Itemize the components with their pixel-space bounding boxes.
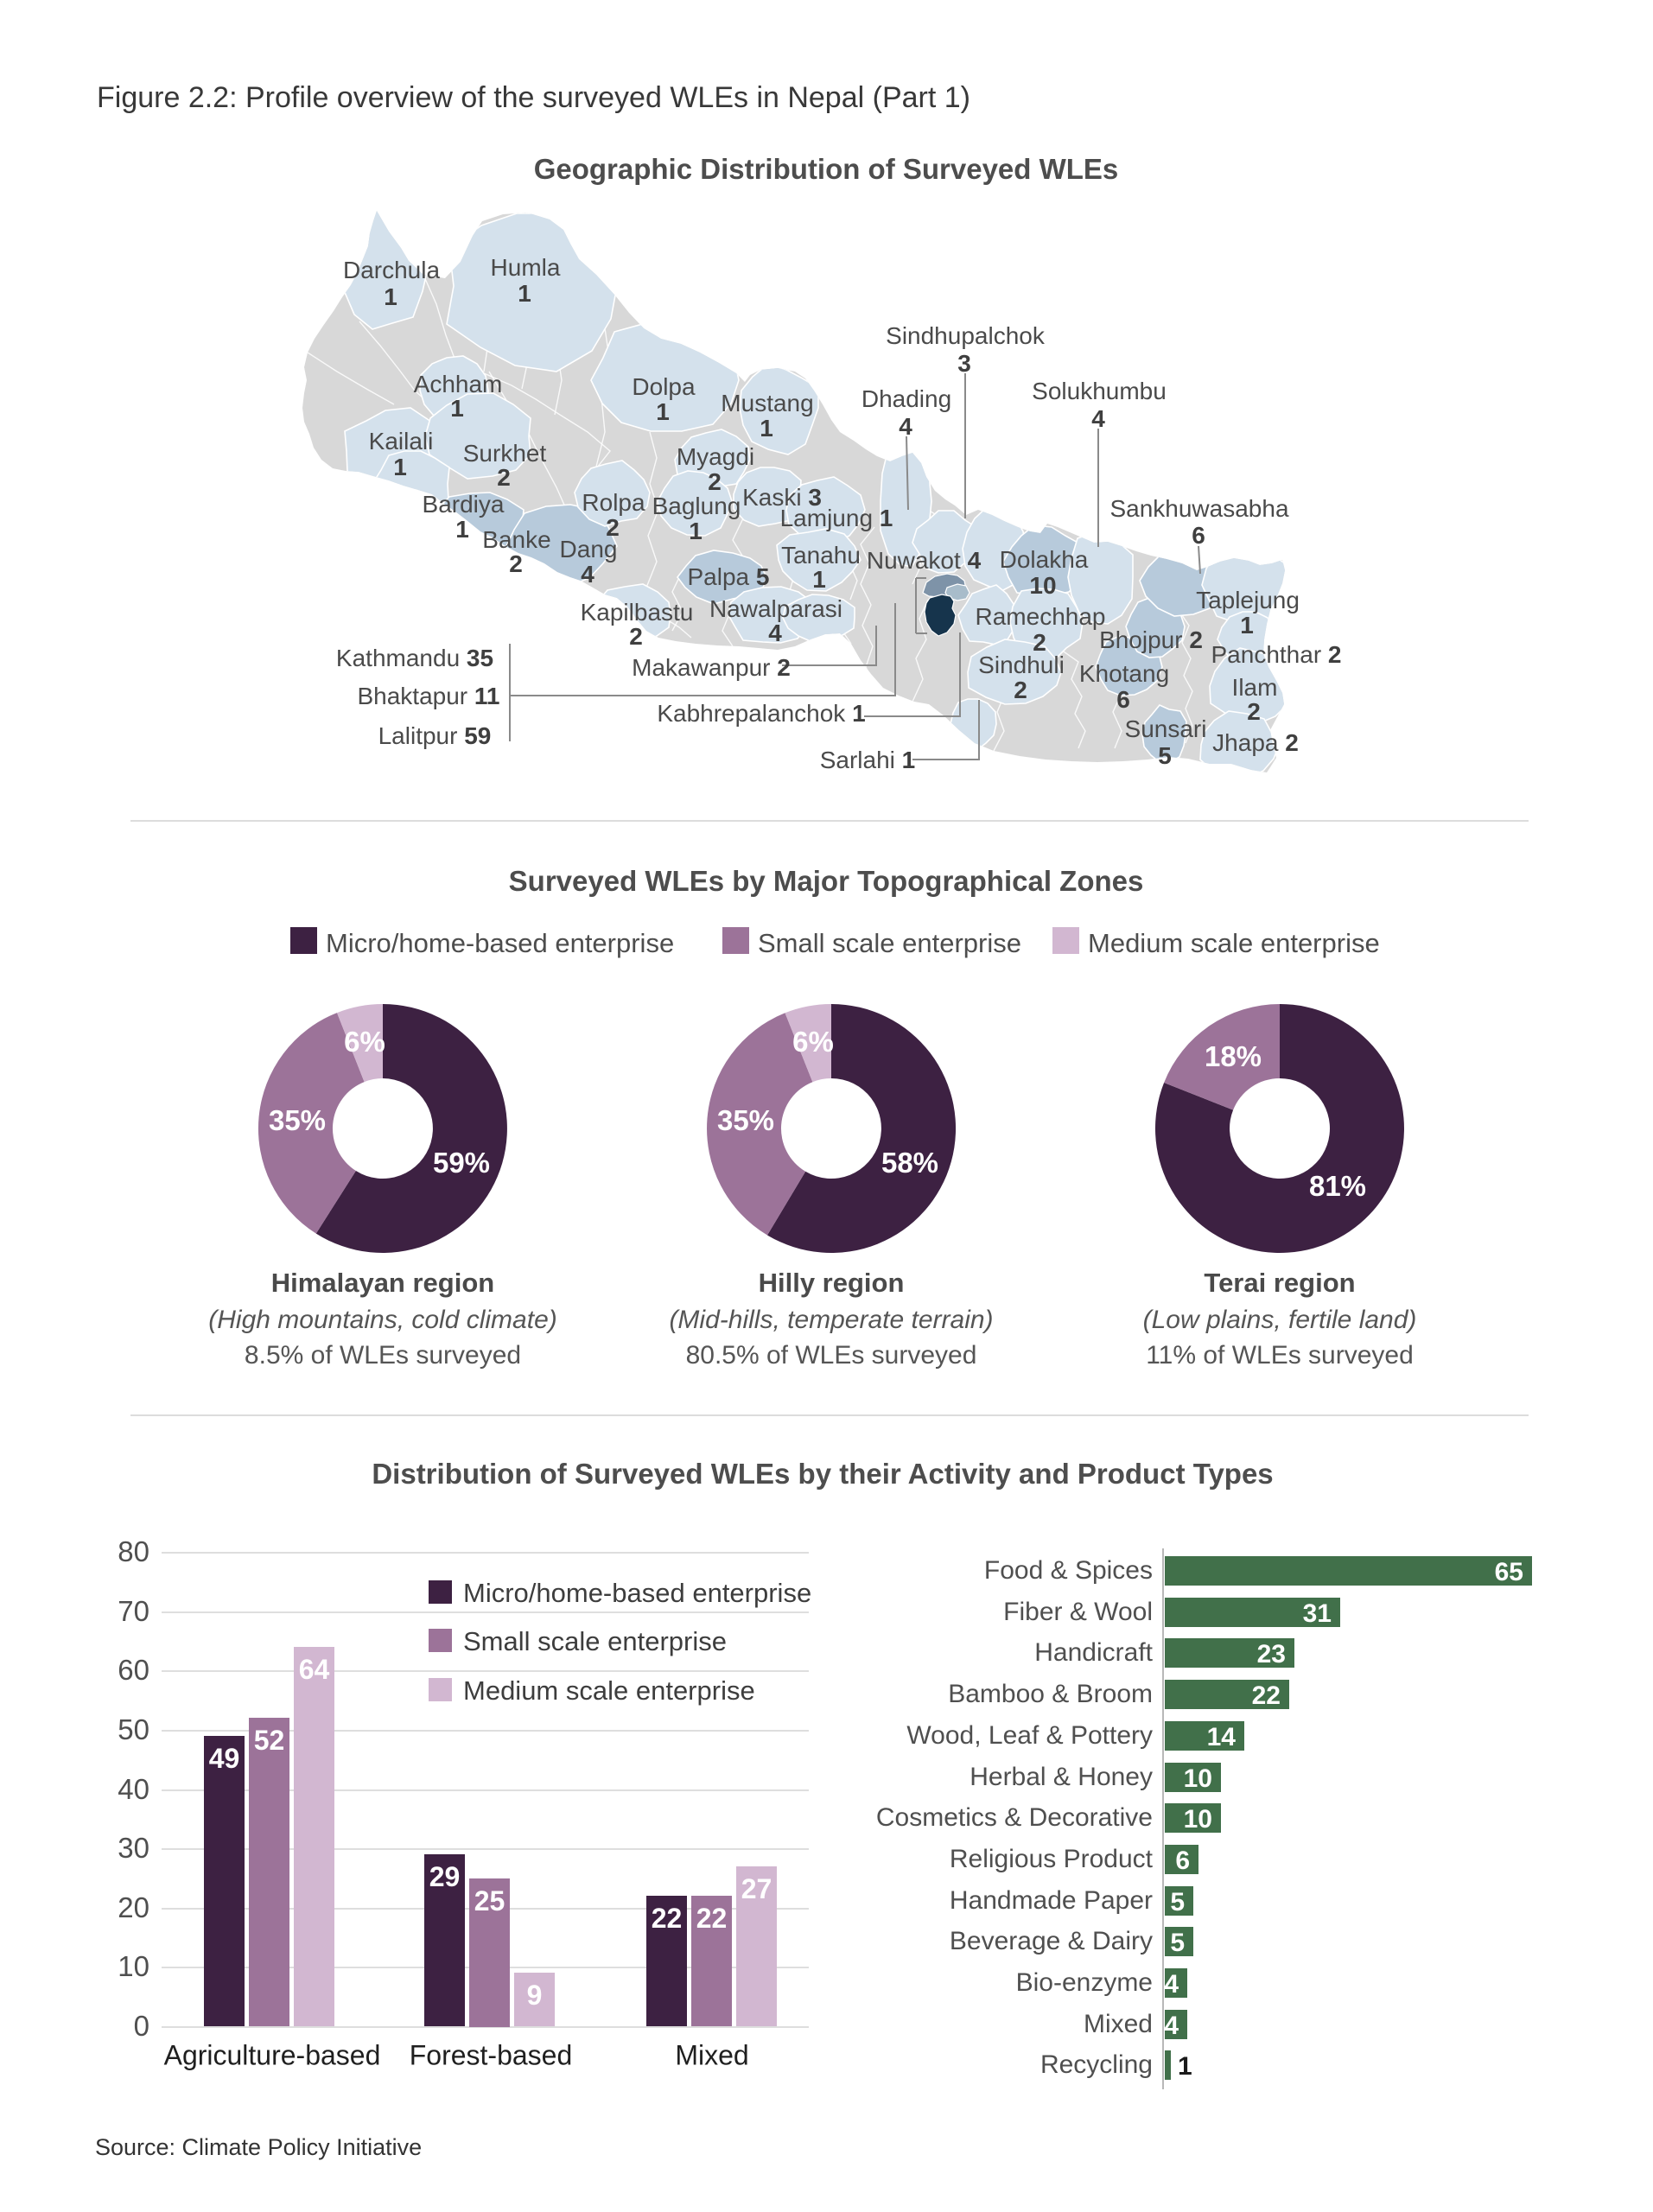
svg-text:Achham: Achham bbox=[414, 371, 503, 397]
svg-text:5: 5 bbox=[1158, 742, 1172, 769]
svg-text:59%: 59% bbox=[433, 1147, 490, 1179]
svg-text:Tanahu: Tanahu bbox=[781, 542, 861, 569]
svg-text:Jhapa 2: Jhapa 2 bbox=[1212, 729, 1299, 756]
svg-text:Sindhupalchok: Sindhupalchok bbox=[886, 322, 1046, 349]
svg-text:Kathmandu 35: Kathmandu 35 bbox=[336, 645, 493, 671]
svg-text:Banke: Banke bbox=[482, 526, 550, 553]
svg-text:4: 4 bbox=[1091, 405, 1105, 432]
svg-text:4: 4 bbox=[768, 620, 782, 646]
svg-text:Ilam: Ilam bbox=[1232, 674, 1278, 701]
svg-text:2: 2 bbox=[1247, 698, 1261, 725]
svg-text:Dhading: Dhading bbox=[861, 385, 951, 412]
svg-text:6%: 6% bbox=[344, 1026, 385, 1058]
svg-text:Nuwakot 4: Nuwakot 4 bbox=[867, 547, 982, 574]
svg-text:1: 1 bbox=[689, 518, 703, 544]
svg-text:1: 1 bbox=[450, 395, 464, 422]
svg-text:2: 2 bbox=[629, 623, 643, 650]
svg-text:35%: 35% bbox=[269, 1104, 326, 1136]
svg-text:6: 6 bbox=[1192, 522, 1205, 549]
svg-text:Rolpa: Rolpa bbox=[582, 489, 645, 516]
svg-text:Bardiya: Bardiya bbox=[423, 491, 505, 518]
svg-text:Kabhrepalanchok 1: Kabhrepalanchok 1 bbox=[657, 700, 865, 727]
svg-text:Kapilbastu: Kapilbastu bbox=[581, 599, 694, 626]
svg-text:2: 2 bbox=[708, 468, 722, 495]
svg-text:Dolakha: Dolakha bbox=[1000, 546, 1089, 573]
svg-text:Lamjung 1: Lamjung 1 bbox=[780, 505, 893, 531]
svg-text:Dang: Dang bbox=[560, 536, 618, 563]
svg-text:1: 1 bbox=[760, 415, 773, 442]
svg-text:4: 4 bbox=[581, 561, 594, 588]
svg-text:Sankhuwasabha: Sankhuwasabha bbox=[1109, 495, 1288, 522]
svg-text:2: 2 bbox=[509, 550, 523, 577]
svg-text:10: 10 bbox=[1029, 572, 1056, 599]
svg-text:Khotang: Khotang bbox=[1079, 660, 1169, 687]
svg-text:1: 1 bbox=[455, 516, 469, 543]
svg-text:Panchthar 2: Panchthar 2 bbox=[1211, 641, 1342, 668]
svg-text:1: 1 bbox=[1240, 612, 1254, 639]
svg-text:Myagdi: Myagdi bbox=[677, 443, 754, 470]
svg-text:Mustang: Mustang bbox=[721, 390, 813, 416]
svg-text:1: 1 bbox=[518, 280, 531, 307]
svg-text:Surkhet: Surkhet bbox=[463, 440, 547, 467]
svg-text:Dolpa: Dolpa bbox=[632, 373, 696, 400]
svg-text:Sindhuli: Sindhuli bbox=[978, 652, 1065, 678]
svg-text:2: 2 bbox=[1014, 677, 1027, 703]
svg-text:Ramechhap: Ramechhap bbox=[976, 603, 1106, 630]
svg-text:Lalitpur 59: Lalitpur 59 bbox=[378, 722, 492, 749]
svg-text:35%: 35% bbox=[717, 1104, 774, 1136]
svg-text:1: 1 bbox=[393, 454, 407, 480]
svg-text:4: 4 bbox=[899, 413, 912, 440]
svg-text:Kailali: Kailali bbox=[369, 428, 434, 454]
svg-text:1: 1 bbox=[812, 566, 826, 593]
svg-text:6: 6 bbox=[1116, 686, 1130, 713]
svg-text:Taplejung: Taplejung bbox=[1196, 587, 1300, 613]
svg-text:1: 1 bbox=[384, 283, 397, 310]
svg-text:Bhojpur 2: Bhojpur 2 bbox=[1099, 626, 1203, 653]
svg-text:Darchula: Darchula bbox=[343, 257, 440, 283]
svg-text:1: 1 bbox=[656, 398, 670, 425]
svg-text:Humla: Humla bbox=[491, 254, 561, 281]
svg-text:58%: 58% bbox=[881, 1147, 938, 1179]
svg-text:3: 3 bbox=[957, 350, 971, 377]
svg-text:Kaski 3: Kaski 3 bbox=[742, 484, 822, 511]
svg-text:Nawalparasi: Nawalparasi bbox=[709, 595, 842, 622]
svg-text:2: 2 bbox=[497, 464, 511, 491]
svg-text:81%: 81% bbox=[1309, 1170, 1366, 1202]
svg-text:Palpa 5: Palpa 5 bbox=[688, 563, 770, 590]
svg-text:2: 2 bbox=[1033, 629, 1046, 656]
svg-text:Bhaktapur 11: Bhaktapur 11 bbox=[357, 683, 499, 709]
svg-text:Baglung: Baglung bbox=[652, 493, 741, 519]
svg-text:Sarlahi 1: Sarlahi 1 bbox=[820, 747, 916, 773]
svg-text:2: 2 bbox=[606, 514, 620, 541]
svg-text:Solukhumbu: Solukhumbu bbox=[1032, 378, 1167, 404]
svg-text:Makawanpur 2: Makawanpur 2 bbox=[632, 654, 791, 681]
svg-text:6%: 6% bbox=[792, 1026, 834, 1058]
svg-text:Sunsari: Sunsari bbox=[1125, 715, 1207, 742]
svg-text:18%: 18% bbox=[1205, 1040, 1262, 1072]
